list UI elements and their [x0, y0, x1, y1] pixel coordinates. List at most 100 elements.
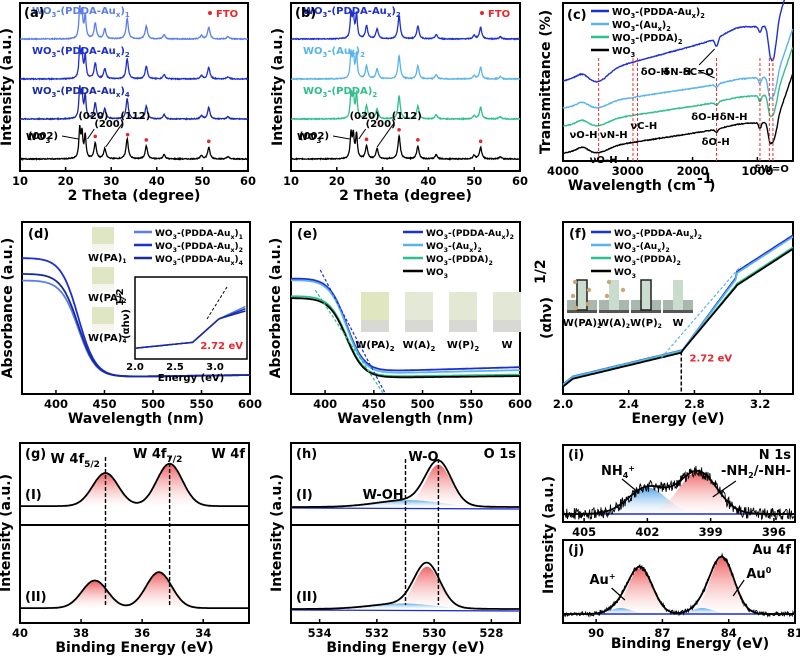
plot-frame: [562, 221, 794, 395]
panel-label: (a): [24, 6, 45, 21]
plot-frame: [562, 444, 796, 523]
series-label: WO3-(PDDA-Aux)1: [32, 6, 130, 19]
tangent-line: [661, 266, 741, 358]
inset-x-label: Energy (eV): [158, 373, 224, 384]
peak-label: Au0: [746, 566, 771, 582]
series-label: (II): [296, 590, 318, 605]
absorbance-line: [22, 273, 250, 378]
photo-label: W(PA)2: [355, 340, 394, 353]
x-tick-label: 3000: [612, 164, 644, 178]
x-tick-label: 30: [375, 174, 391, 188]
inset-tangent: [206, 286, 228, 320]
x-axis-label: Binding Energy (eV): [326, 640, 484, 656]
schematic-base: [599, 310, 629, 313]
sample-photo-edge: [92, 324, 114, 331]
plot-frame: [19, 2, 249, 172]
xrd-series-line: [290, 129, 521, 161]
x-tick-label: 399: [699, 525, 723, 539]
x-axis-label: Energy (eV): [631, 411, 724, 427]
fit-envelope: [563, 469, 795, 515]
tangent-line: [314, 289, 385, 395]
legend-label: WO3-(PDDA-Aux)2: [614, 229, 702, 241]
x-tick-label: 40: [420, 174, 436, 188]
au-nanoparticle: [585, 301, 591, 307]
panel-j: (j) Au 4f Au+ Au0 90 87 84 81: [562, 539, 800, 640]
au-nanoparticle: [586, 287, 592, 293]
plot-frame: [290, 2, 521, 172]
peak-component-fill: [563, 568, 795, 614]
sample-photo-edge: [493, 320, 521, 332]
legend-label: WO3-(PDDA-Aux)1: [155, 229, 243, 241]
annotation-arrow: [698, 70, 715, 79]
x-tick-label: 600: [508, 397, 532, 411]
inset-x-tick: 3.0: [206, 362, 224, 373]
panel-label: (g): [25, 447, 46, 462]
ftir-series-line: [562, 28, 794, 110]
au-nanoparticle: [572, 279, 578, 285]
annotation-arrow: [732, 579, 745, 597]
y-axis-label: Absorbance (a.u.): [0, 238, 16, 379]
annotation-arrow: [376, 122, 395, 148]
panel-label: (i): [568, 448, 584, 463]
peak-label: NH4+: [601, 464, 635, 480]
xrd-series-line: [19, 85, 249, 121]
panel-label: (b): [295, 6, 316, 21]
sample-photo-edge: [405, 320, 433, 332]
x-tick-label: 60: [512, 174, 528, 188]
fto-legend-marker: [208, 11, 212, 15]
au-nanoparticle: [620, 287, 626, 293]
schematic-base: [663, 310, 693, 313]
fto-marker: [478, 139, 483, 144]
x-tick-label: 532: [365, 626, 389, 640]
photo-label: W(P)2: [447, 340, 480, 353]
xrd-series-line: [290, 9, 521, 41]
annotation-arrow: [358, 128, 367, 140]
panel-d: W(PA)1W(PA)2W(PA)4WO3-(PDDA-Aux)1WO3-(PD…: [0, 221, 262, 427]
inset-y-label: (αhν): [121, 309, 132, 339]
plot-frame: [562, 539, 796, 624]
x-tick-label: 500: [411, 397, 435, 411]
x-tick-label: 20: [329, 174, 345, 188]
peak-annotation: (200): [366, 119, 396, 130]
x-tick-label: 34: [195, 626, 211, 640]
peak-label: W 4f5/2: [51, 452, 100, 470]
panel-i: (i) N 1s NH4+ -NH2/-NH- 405 402 399 396: [562, 444, 796, 539]
ftir-series-line: [562, 73, 794, 154]
annotation-arrow: [698, 48, 715, 66]
ftir-series-line: [562, 47, 794, 127]
photo-label: W(PA)1: [88, 253, 127, 265]
plot-frame: [290, 442, 521, 624]
region-label: W 4f: [211, 447, 245, 462]
sample-photo-edge: [92, 284, 114, 291]
x-axis-label: 2 Theta (degree): [68, 188, 201, 204]
y-axis-label: Intensity (a.u.): [0, 474, 14, 592]
annotation-arrow: [87, 128, 95, 140]
legend-label: WO3-(Aux)2: [614, 242, 670, 254]
peak-component-fill: [20, 581, 249, 609]
inset-line: [134, 310, 246, 349]
legend-label: WO3-(PDDA-Aux)2: [155, 242, 243, 254]
legend-label: WO3-(PDDA)2: [614, 255, 681, 267]
series-label: WO3-(PDDA)2: [303, 86, 377, 99]
x-tick-label: 20: [58, 174, 74, 188]
peak-label: W-O: [408, 450, 438, 465]
x-tick-label: 2.0: [553, 397, 573, 411]
x-tick-label: 10: [12, 174, 28, 188]
ftir-annotation: δO-H: [691, 112, 719, 123]
x-axis-label: Binding Energy (eV): [611, 636, 769, 652]
panel-label: (h): [296, 447, 317, 462]
peak-component-fill: [20, 573, 249, 609]
schematic-base: [631, 310, 661, 313]
x-tick-label: 2000: [677, 164, 709, 178]
x-tick-label: 450: [362, 397, 386, 411]
ftir-annotation: δN-H: [663, 67, 691, 78]
fto-marker: [125, 132, 130, 137]
fto-legend-marker: [480, 11, 484, 15]
legend-label: WO3: [614, 268, 636, 280]
x-axis-label-end: ): [709, 178, 715, 194]
sample-photo-edge: [92, 244, 114, 251]
x-tick-label: 87: [654, 626, 670, 640]
absorbance-line: [291, 279, 521, 374]
x-tick-label: 530: [422, 626, 446, 640]
annotation-arrow: [621, 478, 640, 494]
